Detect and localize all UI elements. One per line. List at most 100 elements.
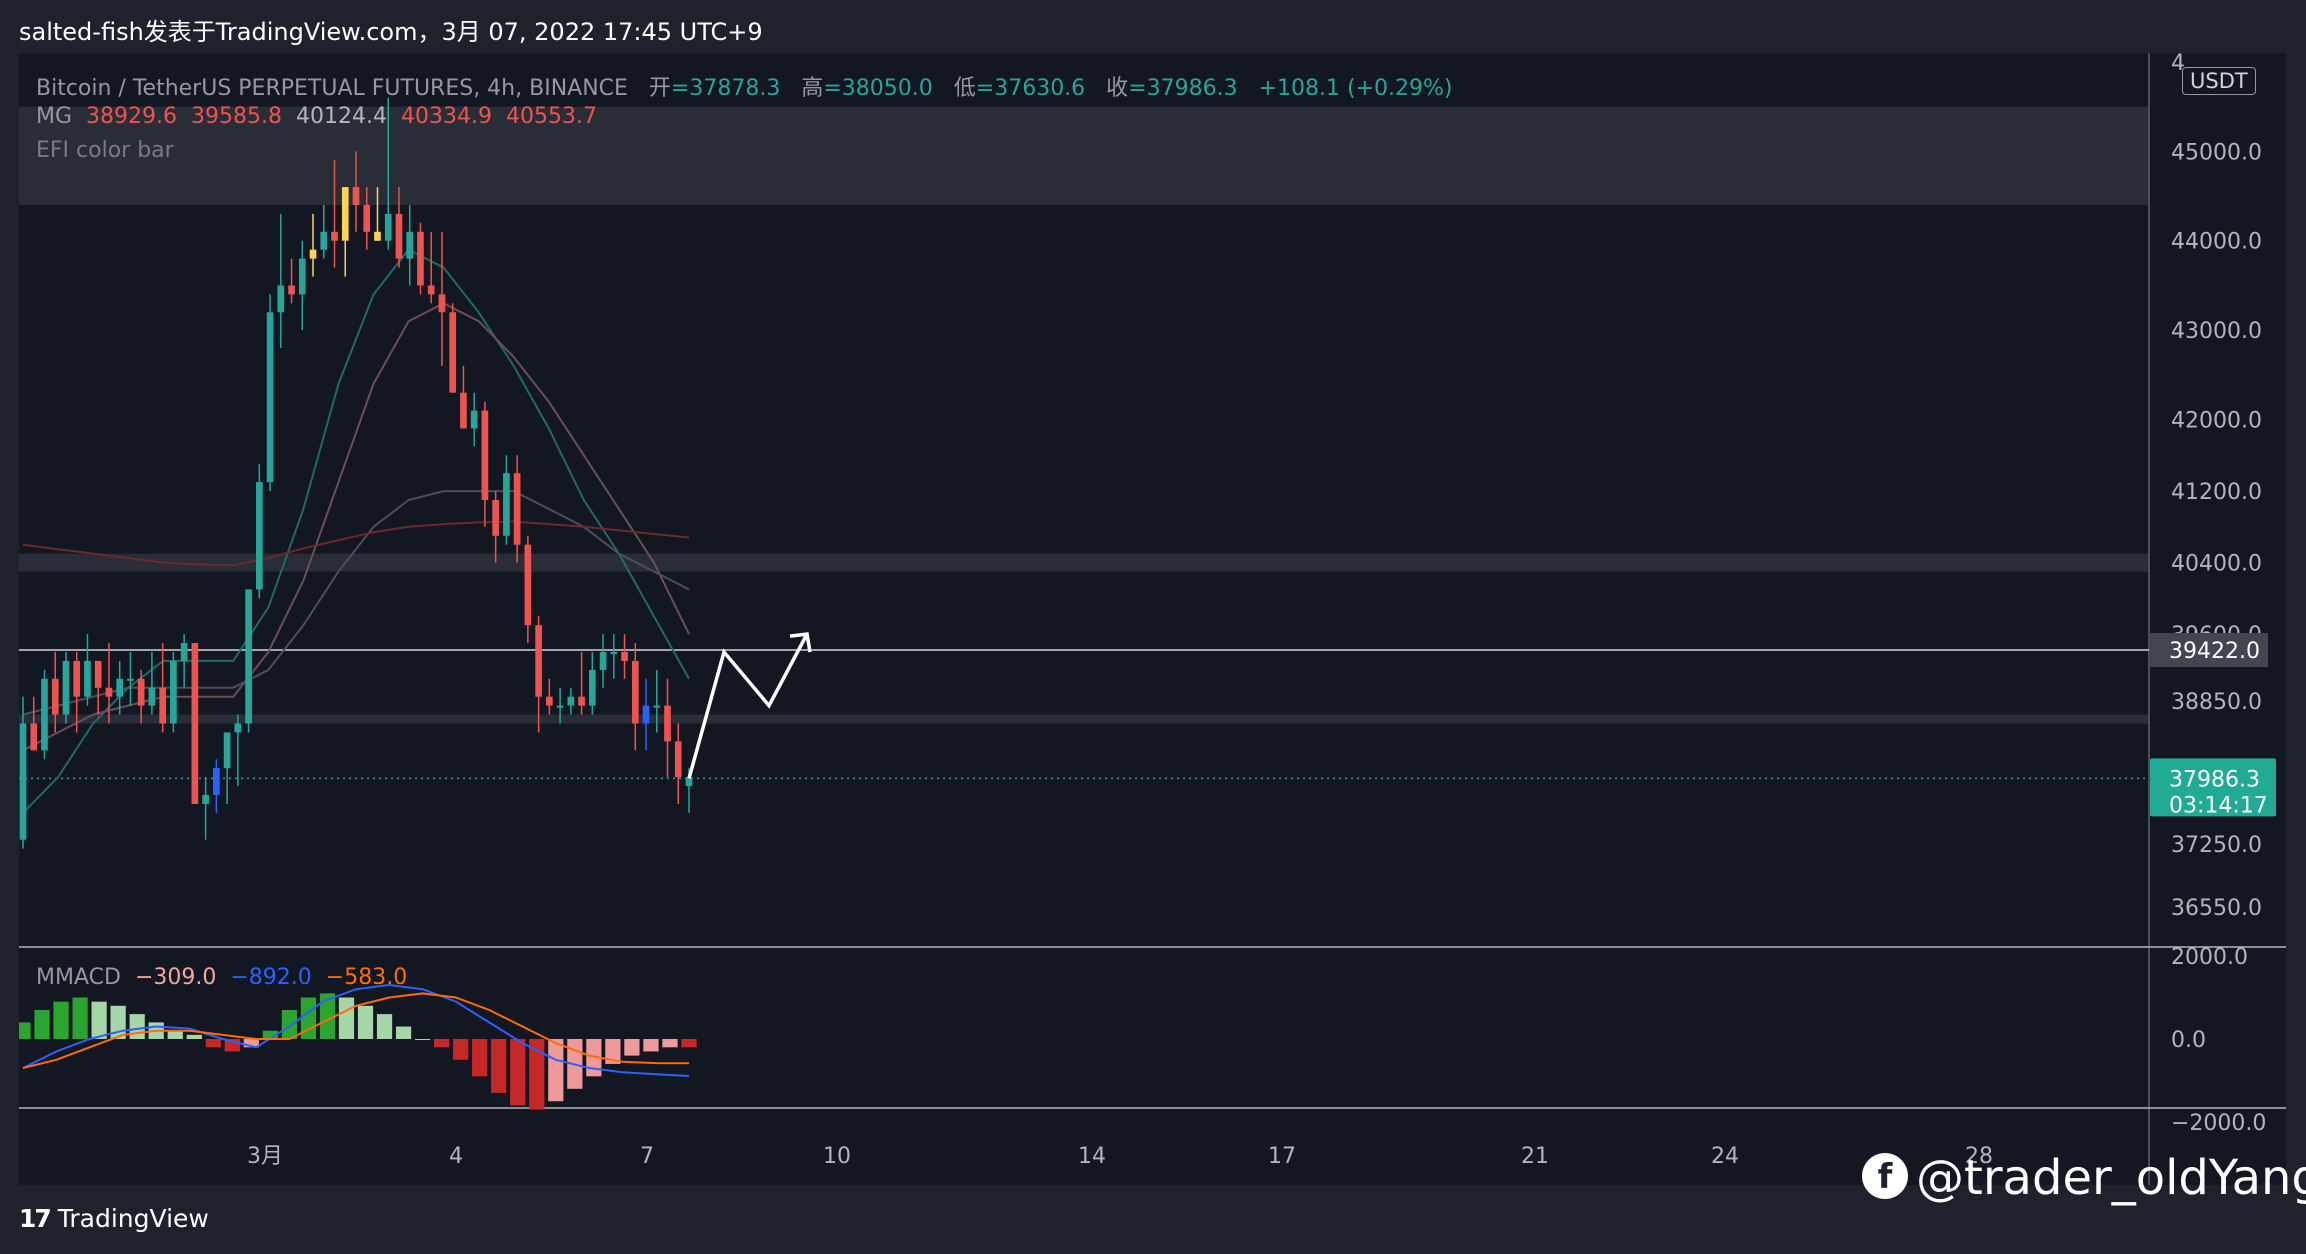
candle-body: [341, 187, 349, 241]
price-chart-svg[interactable]: 45000.044000.043000.042000.041200.040400…: [19, 53, 2286, 1185]
candle-body: [417, 231, 424, 286]
mg-value-3: 40124.4: [296, 104, 387, 129]
candle-body: [213, 768, 220, 796]
candle-body: [599, 651, 607, 670]
macd-histogram-bar: [605, 1039, 621, 1064]
facebook-icon: f: [1862, 1153, 1908, 1199]
macd-histogram-bar: [624, 1039, 640, 1056]
mg-value-1: 38929.6: [86, 104, 178, 129]
macd-histogram-bar: [72, 997, 88, 1039]
candle-body: [449, 312, 457, 393]
close-value: =37986.3: [1128, 76, 1238, 101]
chart-frame[interactable]: 45000.0 44000.0 43000.0 42000.0 41200.0 40400…: [19, 53, 2286, 1185]
candle-body: [535, 625, 542, 697]
candle-body: [460, 392, 467, 429]
price-axis-label: 36550.0: [2171, 896, 2262, 921]
candle-body: [288, 285, 295, 295]
candle-body: [94, 660, 102, 688]
macd-histogram-bar: [319, 993, 336, 1039]
time-axis-label: 28: [1965, 1144, 1993, 1169]
candle-body: [513, 473, 521, 545]
macd-histogram-bar: [243, 1039, 259, 1048]
candle-body: [363, 204, 371, 232]
candle-body: [374, 231, 381, 241]
candle-body: [556, 705, 564, 708]
candle-body: [352, 187, 360, 205]
candle-body: [234, 723, 242, 733]
candle-body: [631, 660, 639, 724]
candle-body: [492, 500, 499, 536]
macd-histogram-bar: [376, 1014, 393, 1039]
zone-band-1: [19, 106, 2149, 205]
symbol-name[interactable]: Bitcoin / TetherUS PERPETUAL FUTURES, 4h…: [36, 76, 628, 101]
open-label: 开: [648, 76, 671, 101]
macd-histogram-bar: [262, 1030, 278, 1039]
candle-body: [73, 660, 81, 697]
macd-histogram-bar: [91, 1001, 107, 1039]
macd-axis-label: 2000.0: [2171, 945, 2248, 970]
candle-body: [567, 696, 575, 706]
last-price-value: 37986.3: [2169, 767, 2260, 792]
macd-histogram-bar: [186, 1034, 202, 1039]
macd-legend[interactable]: MMACD −309.0 −892.0 −583.0: [36, 965, 407, 990]
candle-body: [578, 696, 585, 706]
macd-histogram-bar: [167, 1030, 183, 1039]
price-axis-label-partial: 4: [2171, 53, 2185, 76]
macd-line: [22, 983, 690, 1077]
last-price-marker: [2150, 758, 2276, 817]
time-axis-label: 24: [1711, 1144, 1739, 1169]
macd-histogram-bar: [19, 1022, 31, 1039]
candle-body: [664, 705, 671, 742]
projection-path: [687, 633, 809, 779]
symbol-legend: Bitcoin / TetherUS PERPETUAL FUTURES, 4h…: [36, 70, 1453, 102]
mg-legend[interactable]: MG 38929.6 39585.8 40124.4 40334.9 40553…: [36, 104, 597, 129]
candle-body: [19, 723, 27, 840]
projection-arrowhead: [789, 632, 812, 653]
macd-histogram-bar: [662, 1039, 678, 1048]
candle-body: [653, 705, 661, 708]
candle-body: [127, 678, 134, 681]
candle-body: [255, 482, 263, 590]
macd-histogram-bar: [510, 1039, 526, 1106]
macd-histogram-bar: [129, 1014, 145, 1039]
candle-body: [384, 213, 392, 241]
currency-badge[interactable]: USDT: [2182, 67, 2256, 95]
low-value: =37630.6: [975, 76, 1086, 101]
candle-body: [524, 544, 532, 626]
macd-histogram-bar: [453, 1039, 469, 1060]
mg-label: MG: [36, 104, 73, 129]
tradingview-logo[interactable]: 17 TradingView: [19, 1204, 209, 1233]
candle-body: [62, 660, 70, 715]
candle-body: [116, 678, 124, 697]
candle-body: [481, 410, 489, 500]
candle-body: [223, 732, 231, 769]
mg-line-3: [22, 490, 690, 716]
efi-legend[interactable]: EFI color bar: [36, 138, 174, 163]
candle-body: [266, 312, 274, 483]
candle-body: [395, 213, 403, 259]
candle-body: [503, 473, 510, 536]
mg-value-5: 40553.7: [505, 104, 597, 129]
price-axis-label: 43000.0: [2171, 319, 2262, 344]
time-axis-label: 4: [449, 1144, 463, 1169]
candle-body: [320, 231, 328, 250]
tradingview-logo-icon: 17: [19, 1204, 52, 1233]
macd-histogram-bar: [548, 1039, 564, 1102]
candle-body: [170, 660, 177, 724]
macd-histogram-bar: [681, 1039, 697, 1048]
candle-body: [51, 678, 59, 715]
candle-body: [41, 678, 48, 751]
candle-body: [148, 687, 156, 706]
mg-value-4: 40334.9: [400, 104, 492, 129]
price-axis-label: 45000.0: [2171, 140, 2262, 165]
open-value: =37878.3: [670, 76, 781, 101]
level-price-value: 39422.0: [2169, 639, 2260, 664]
macd-histogram-bar: [395, 1026, 412, 1039]
candle-body: [298, 258, 306, 295]
candle-body: [406, 231, 414, 259]
candle-body: [84, 660, 91, 697]
price-axis-label: 38850.0: [2171, 690, 2262, 715]
candle-body: [470, 410, 478, 429]
candle-body: [610, 651, 618, 654]
brand-name: TradingView: [57, 1204, 209, 1233]
